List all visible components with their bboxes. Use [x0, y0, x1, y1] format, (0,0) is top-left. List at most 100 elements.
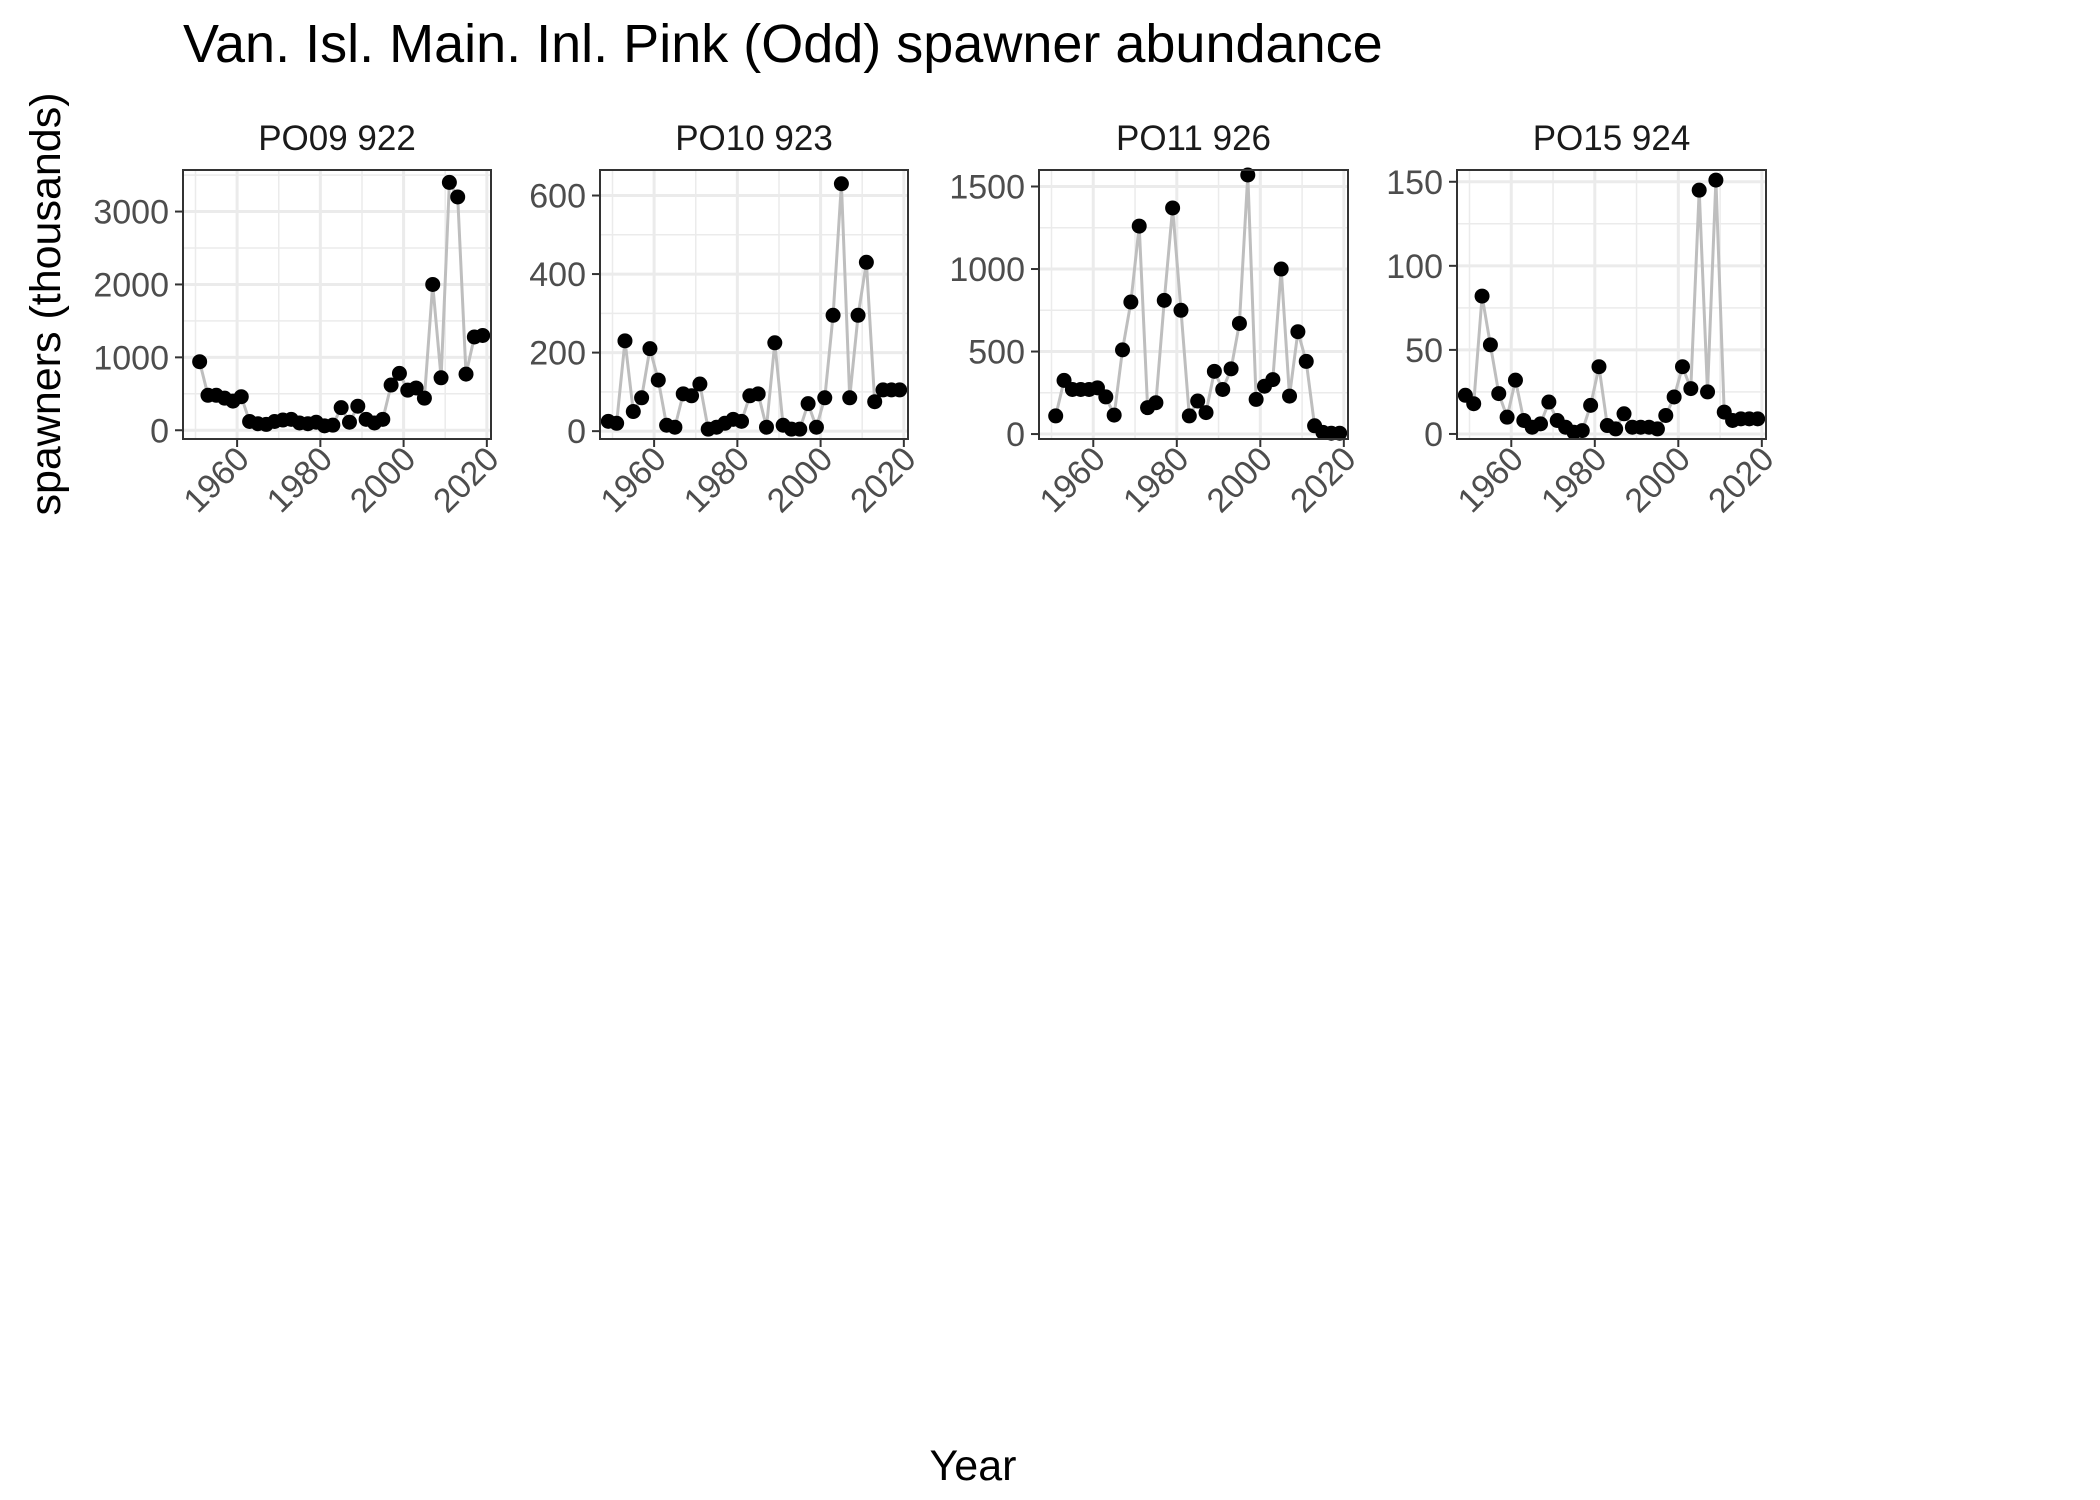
data-point	[350, 398, 366, 414]
data-point	[1273, 261, 1289, 277]
data-point	[475, 327, 491, 343]
data-point	[1223, 361, 1239, 377]
y-tick-label: 400	[529, 256, 586, 294]
data-point	[450, 189, 466, 205]
x-tick-label: 2020	[426, 440, 506, 520]
data-point	[850, 307, 866, 323]
data-point	[858, 254, 874, 270]
data-point	[1616, 406, 1632, 422]
panel-title: PO10 923	[675, 119, 833, 158]
data-point	[734, 413, 750, 429]
data-point	[892, 382, 908, 398]
data-point	[1231, 315, 1247, 331]
data-point	[1282, 388, 1298, 404]
data-point	[1708, 172, 1724, 188]
x-tick-label: 1980	[677, 440, 757, 520]
data-point	[408, 380, 424, 396]
data-point	[1240, 167, 1256, 183]
x-tick-label: 1960	[1033, 440, 1113, 520]
data-point	[1265, 372, 1281, 388]
x-tick-label: 2020	[1701, 440, 1781, 520]
data-point	[634, 390, 650, 406]
data-point	[758, 419, 774, 435]
data-point	[1750, 411, 1766, 427]
data-point	[1048, 408, 1064, 424]
y-tick-label: 0	[567, 413, 586, 451]
y-tick-label: 100	[1386, 248, 1443, 286]
data-point	[667, 419, 683, 435]
data-point	[867, 394, 883, 410]
data-point	[416, 390, 432, 406]
panel-border	[182, 169, 492, 440]
data-point	[1700, 384, 1716, 400]
data-point	[333, 400, 349, 416]
x-tick-label: 2000	[1200, 440, 1280, 520]
data-point	[1608, 421, 1624, 437]
data-point	[1491, 386, 1507, 402]
y-tick-label: 50	[1405, 332, 1443, 370]
data-point	[383, 377, 399, 393]
chart-title: Van. Isl. Main. Inl. Pink (Odd) spawner …	[183, 14, 1383, 74]
data-point	[233, 389, 249, 405]
panel-border	[599, 169, 909, 440]
x-tick-label: 2000	[760, 440, 840, 520]
data-point	[1115, 342, 1131, 358]
data-point	[325, 417, 341, 433]
y-tick-label: 0	[150, 412, 169, 450]
x-tick-label: 1980	[260, 440, 340, 520]
data-point	[1332, 425, 1348, 441]
data-point	[825, 307, 841, 323]
data-point	[617, 333, 633, 349]
x-tick-label: 1980	[1116, 440, 1196, 520]
data-point	[192, 354, 208, 370]
y-tick-label: 3000	[93, 194, 169, 232]
data-point	[1248, 391, 1264, 407]
x-tick-label: 1960	[176, 440, 256, 520]
data-point	[1533, 416, 1549, 432]
x-tick-label: 1960	[593, 440, 673, 520]
x-axis-title: Year	[930, 1442, 1017, 1490]
y-tick-label: 200	[529, 335, 586, 373]
y-tick-label: 0	[1424, 416, 1443, 454]
data-point	[1106, 407, 1122, 423]
data-point	[1583, 397, 1599, 413]
data-point	[458, 366, 474, 382]
panel-4: PO15 924 0 50 100 150 1960 1980 2000 2020	[1386, 119, 1781, 520]
data-point	[1206, 363, 1222, 379]
data-point	[441, 174, 457, 190]
data-point	[1683, 381, 1699, 397]
data-point	[433, 370, 449, 386]
data-point	[650, 372, 666, 388]
data-point	[808, 419, 824, 435]
data-point	[1474, 288, 1490, 304]
data-point	[1541, 394, 1557, 410]
data-point	[1181, 408, 1197, 424]
data-point	[341, 414, 357, 430]
data-point	[684, 388, 700, 404]
data-point	[1148, 395, 1164, 411]
panel-border	[1038, 169, 1349, 440]
data-point	[1507, 372, 1523, 388]
data-point	[1098, 389, 1114, 405]
panel-3: PO11 926 0 500 1000 1500 1960 1980 2000 2020	[949, 119, 1363, 520]
data-point	[1198, 405, 1214, 421]
y-tick-label: 0	[1006, 416, 1025, 454]
data-point	[1298, 353, 1314, 369]
panel-border	[1456, 169, 1767, 440]
data-point	[1658, 407, 1674, 423]
y-tick-label: 1500	[949, 169, 1025, 207]
data-point	[609, 415, 625, 431]
data-point	[792, 421, 808, 437]
data-point	[1156, 292, 1172, 308]
panel-title: PO09 922	[258, 119, 416, 158]
data-point	[833, 176, 849, 192]
data-point	[1482, 337, 1498, 353]
y-tick-label: 150	[1386, 164, 1443, 202]
data-point	[1649, 421, 1665, 437]
data-point	[1674, 359, 1690, 375]
y-axis-title: spawners (thousands)	[22, 92, 70, 515]
data-point	[1591, 359, 1607, 375]
